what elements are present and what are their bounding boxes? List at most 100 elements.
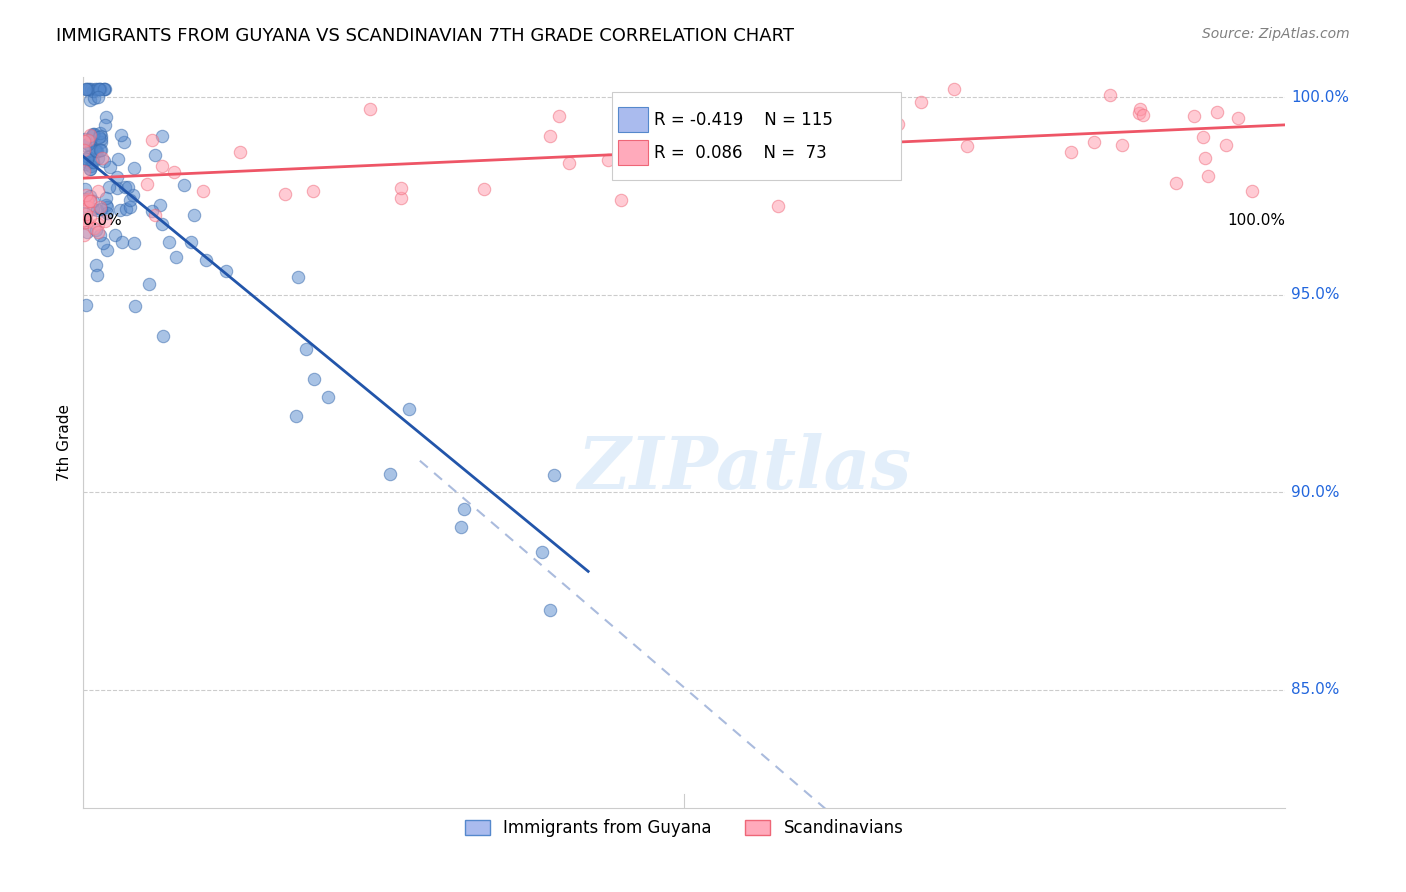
Point [86, 144, 108, 158]
Point [80, 159, 103, 173]
Point [87, 151, 110, 165]
Point [84, 145, 107, 159]
Point [82, 154, 104, 169]
Point [543, 468, 565, 483]
Point [150, 129, 173, 144]
Point [77, 150, 100, 164]
Point [284, 409, 307, 423]
Point [1241, 184, 1264, 198]
FancyBboxPatch shape [612, 92, 901, 180]
Point [813, 118, 835, 132]
Text: ZIPatlas: ZIPatlas [578, 433, 911, 504]
Point [84, 223, 107, 237]
Point [89, 82, 111, 96]
Point [274, 186, 297, 201]
Point [75, 298, 97, 312]
Point [122, 161, 145, 176]
Point [1111, 137, 1133, 152]
Point [531, 545, 554, 559]
Point [195, 253, 218, 268]
Point [472, 182, 495, 196]
Point [90, 136, 112, 150]
Point [943, 82, 966, 96]
Point [538, 129, 561, 144]
Point [93, 154, 115, 169]
Point [1182, 109, 1205, 123]
Point [89, 200, 111, 214]
Point [83, 91, 105, 105]
Point [82, 129, 104, 144]
Point [93, 118, 115, 132]
Point [163, 165, 186, 179]
Point [86, 184, 108, 198]
Point [768, 199, 790, 213]
Point [84, 143, 107, 157]
FancyBboxPatch shape [619, 139, 648, 165]
Point [165, 251, 187, 265]
Point [136, 177, 159, 191]
Point [111, 235, 134, 249]
Point [115, 202, 138, 216]
Point [650, 161, 672, 175]
Point [79, 82, 101, 96]
Point [98, 160, 121, 174]
Point [75, 187, 97, 202]
Point [173, 178, 195, 192]
Text: 100.0%: 100.0% [1227, 212, 1285, 227]
Point [91, 151, 114, 165]
Point [318, 390, 340, 404]
Point [104, 227, 127, 242]
Point [1098, 87, 1121, 102]
Point [98, 180, 121, 194]
Point [112, 135, 135, 149]
Point [84, 259, 107, 273]
Point [79, 188, 101, 202]
Point [86, 82, 108, 96]
Point [557, 155, 579, 169]
Point [93, 82, 115, 96]
Point [73, 164, 96, 178]
Point [87, 225, 110, 239]
Point [89, 143, 111, 157]
Point [82, 128, 104, 142]
Point [107, 181, 129, 195]
Point [83, 220, 105, 235]
Point [84, 82, 107, 96]
Point [96, 110, 118, 124]
Text: 95.0%: 95.0% [1291, 287, 1340, 302]
Point [1215, 137, 1237, 152]
Point [547, 109, 569, 123]
Point [96, 243, 118, 257]
Point [214, 264, 236, 278]
Point [90, 129, 112, 144]
Point [1059, 145, 1081, 160]
Point [80, 141, 103, 155]
Point [94, 82, 117, 96]
Point [79, 161, 101, 176]
Point [389, 181, 412, 195]
Point [76, 194, 98, 209]
Point [143, 148, 166, 162]
Y-axis label: 7th Grade: 7th Grade [58, 404, 72, 482]
Point [73, 134, 96, 148]
Point [90, 131, 112, 145]
Point [75, 157, 97, 171]
Point [780, 151, 803, 165]
Point [79, 161, 101, 176]
FancyBboxPatch shape [619, 107, 648, 132]
Point [191, 185, 214, 199]
Point [359, 102, 381, 116]
Point [87, 218, 110, 232]
Point [229, 145, 252, 159]
Point [150, 217, 173, 231]
Point [87, 90, 110, 104]
Point [79, 211, 101, 225]
Point [73, 215, 96, 229]
Point [910, 95, 932, 109]
Point [82, 202, 104, 217]
Text: 90.0%: 90.0% [1291, 485, 1340, 500]
Point [118, 193, 141, 207]
Point [90, 143, 112, 157]
Point [180, 235, 202, 250]
Point [105, 169, 128, 184]
